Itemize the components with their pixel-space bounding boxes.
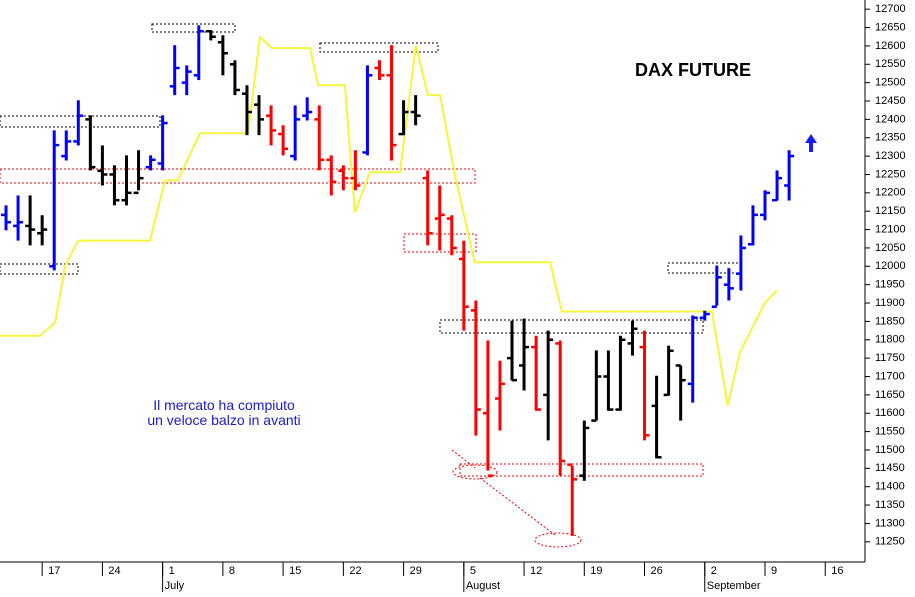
y-tick-label: 12650 bbox=[875, 21, 906, 33]
trend-line bbox=[479, 477, 556, 536]
y-tick-label: 12300 bbox=[875, 150, 906, 162]
low-ellipse bbox=[452, 464, 498, 480]
y-tick-label: 11550 bbox=[875, 426, 905, 438]
y-tick-label: 11900 bbox=[875, 297, 905, 309]
red-zone-box bbox=[0, 168, 476, 184]
x-tick-label: 19 bbox=[590, 565, 602, 577]
x-tick-label: 9 bbox=[771, 565, 777, 577]
y-tick-label: 12000 bbox=[875, 260, 906, 272]
y-tick-label: 11600 bbox=[875, 407, 905, 419]
y-tick-label: 11650 bbox=[875, 389, 905, 401]
y-tick-label: 12450 bbox=[875, 95, 906, 107]
y-tick-label: 11400 bbox=[875, 481, 905, 493]
y-tick-label: 12100 bbox=[875, 223, 906, 235]
month-label: July bbox=[165, 580, 185, 592]
x-tick-label: 17 bbox=[48, 565, 60, 577]
x-tick-label: 22 bbox=[349, 565, 361, 577]
y-tick-label: 12250 bbox=[875, 168, 906, 180]
y-tick-label: 11800 bbox=[875, 334, 905, 346]
y-tick-label: 12350 bbox=[875, 132, 906, 144]
x-tick-label: 12 bbox=[530, 565, 542, 577]
annotation: Il mercato ha compiuto bbox=[153, 397, 295, 413]
x-tick-label: 8 bbox=[229, 565, 235, 577]
y-tick-label: 12700 bbox=[875, 3, 906, 15]
low-ellipse bbox=[534, 532, 582, 548]
month-label: August bbox=[466, 580, 500, 592]
y-tick-label: 12600 bbox=[875, 40, 906, 52]
x-tick-label: 26 bbox=[651, 565, 663, 577]
resistance-box bbox=[0, 115, 161, 128]
y-tick-label: 11500 bbox=[875, 444, 905, 456]
annotation: un veloce balzo in avanti bbox=[147, 412, 300, 428]
y-tick-label: 11850 bbox=[875, 315, 905, 327]
y-tick-label: 12200 bbox=[875, 187, 906, 199]
resistance-box bbox=[319, 42, 439, 53]
y-tick-label: 11700 bbox=[875, 370, 905, 382]
x-tick-label: 1 bbox=[169, 565, 175, 577]
stop-line bbox=[0, 35, 778, 406]
y-tick-label: 11350 bbox=[875, 499, 905, 511]
x-tick-label: 15 bbox=[289, 565, 301, 577]
y-tick-label: 11250 bbox=[875, 536, 905, 548]
y-tick-label: 12500 bbox=[875, 77, 906, 89]
level-boxes bbox=[0, 23, 741, 548]
y-tick-label: 11950 bbox=[875, 279, 905, 291]
chart-title: DAX FUTURE bbox=[635, 60, 751, 80]
resistance-box bbox=[151, 23, 236, 33]
y-tick-label: 12150 bbox=[875, 205, 906, 217]
y-tick-label: 11300 bbox=[875, 517, 905, 529]
up-arrow bbox=[805, 134, 817, 152]
month-label: September bbox=[707, 580, 761, 592]
y-tick-label: 11750 bbox=[875, 352, 905, 364]
x-tick-label: 24 bbox=[108, 565, 120, 577]
red-zone-box bbox=[459, 463, 704, 477]
x-tick-label: 16 bbox=[831, 565, 843, 577]
x-tick-label: 2 bbox=[711, 565, 717, 577]
y-tick-label: 11450 bbox=[875, 462, 905, 474]
support-box bbox=[0, 263, 79, 275]
y-tick-label: 12050 bbox=[875, 242, 906, 254]
support-box bbox=[439, 319, 704, 334]
x-tick-label: 5 bbox=[470, 565, 476, 577]
y-tick-label: 12400 bbox=[875, 113, 906, 125]
trend-line bbox=[451, 449, 476, 469]
y-tick-label: 12550 bbox=[875, 58, 906, 70]
x-tick-label: 29 bbox=[410, 565, 422, 577]
